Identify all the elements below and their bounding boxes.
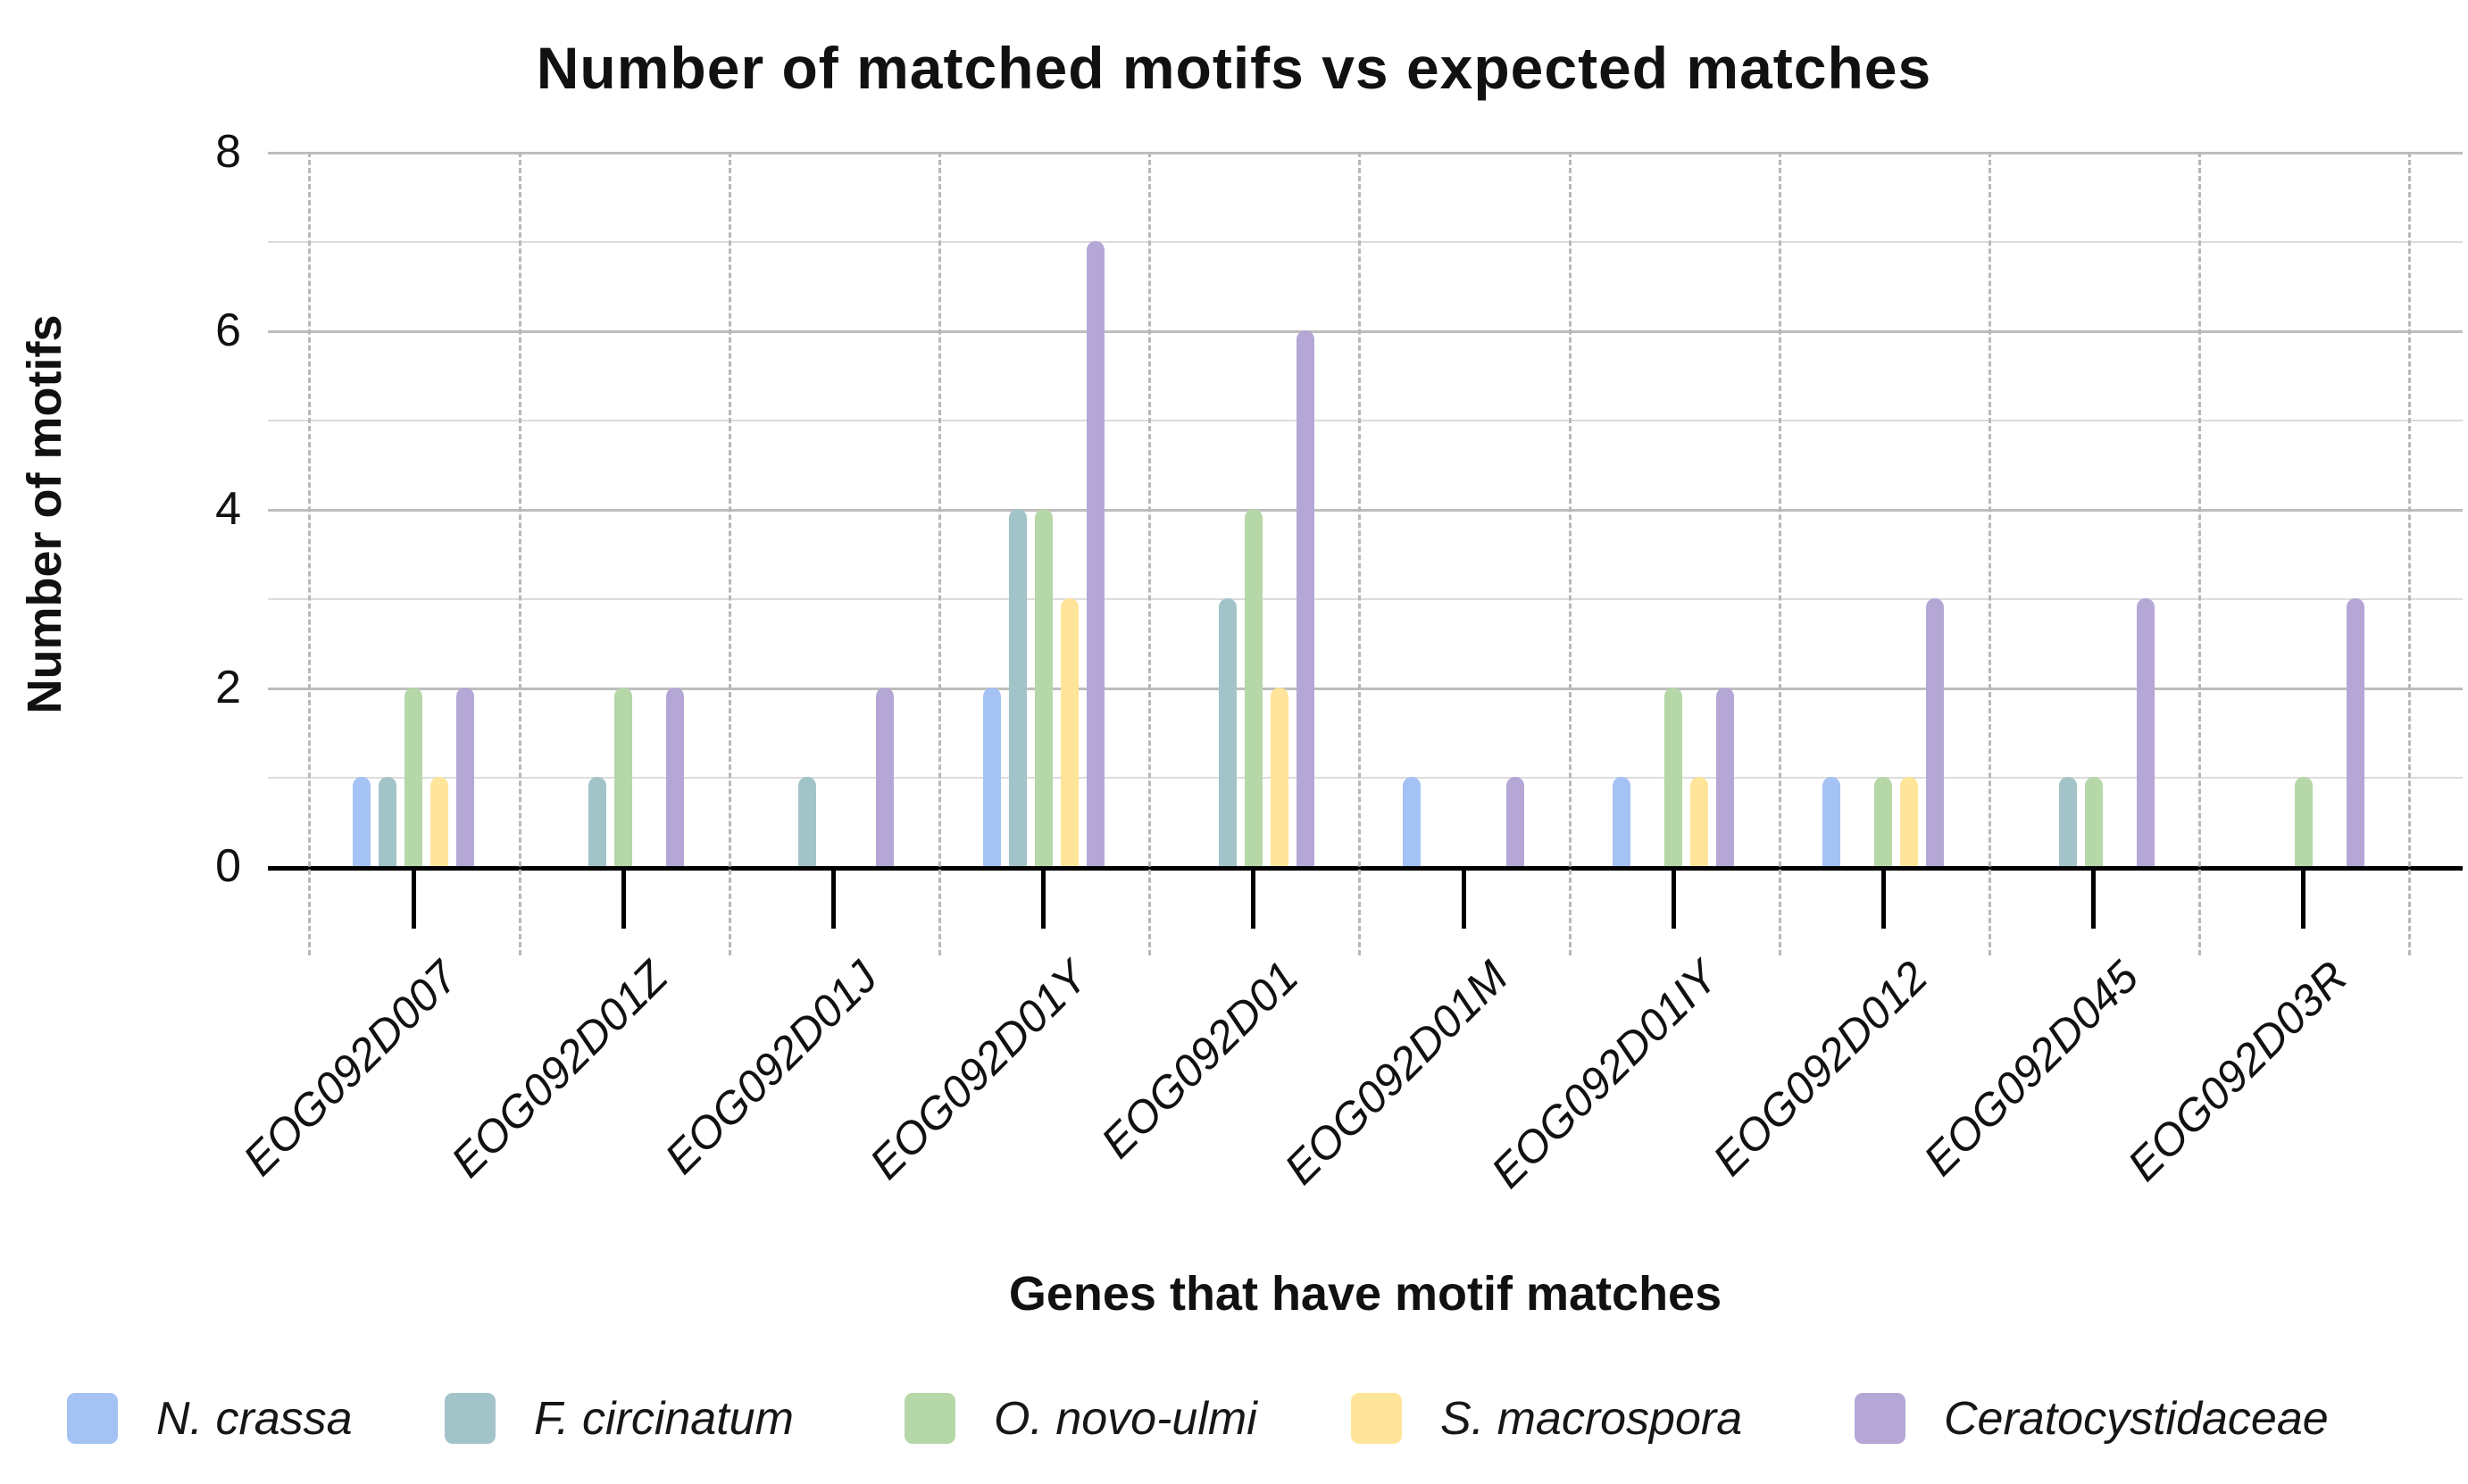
bar (404, 688, 422, 866)
x-axis-tick (1880, 866, 1886, 929)
x-tick-label: EOG092D01J (655, 951, 888, 1184)
bar (1060, 598, 1079, 866)
gridline-h-minor (268, 420, 2463, 421)
bar (1008, 509, 1027, 866)
bar (1613, 777, 1631, 866)
gridline-h-minor (268, 598, 2463, 600)
bar (353, 777, 371, 866)
bar (2084, 777, 2103, 866)
x-tick-label: EOG092D03R (2118, 951, 2358, 1191)
gridline-v-dashed (518, 152, 521, 955)
bar (1690, 777, 1709, 866)
bar (1403, 777, 1421, 866)
bar (1506, 777, 1524, 866)
y-tick-label: 8 (215, 126, 241, 178)
gridline-h-minor (268, 241, 2463, 243)
bar (876, 688, 895, 866)
x-tick-label: EOG092D01Y (860, 951, 1097, 1189)
y-axis-title: Number of motifs (18, 314, 71, 714)
x-axis-tick (1671, 866, 1676, 929)
gridline-v-dashed (728, 152, 731, 955)
chart-title: Number of matched motifs vs expected mat… (536, 35, 1932, 101)
x-axis-tick (2301, 866, 2306, 929)
x-axis-tick (1041, 866, 1046, 929)
gridline-v-dashed (1148, 152, 1152, 955)
x-tick-label: EOG092D01IY (1481, 951, 1728, 1198)
legend-swatch (905, 1393, 955, 1444)
bar (982, 688, 1001, 866)
bar (666, 688, 685, 866)
bar (1716, 688, 1735, 866)
bar (2136, 598, 2155, 866)
gridline-v-dashed (1989, 152, 1991, 955)
bar (2346, 598, 2364, 866)
gridline-h-major (268, 688, 2463, 690)
legend: N. crassa F. circinatum O. novo-ulmi S. mac… (0, 1393, 2468, 1484)
bar (1034, 509, 1053, 866)
legend-swatch (445, 1393, 496, 1444)
x-axis-tick (2091, 866, 2097, 929)
x-tick-label: EOG092D007 (233, 951, 468, 1186)
bar (614, 688, 633, 866)
y-tick-label: 4 (215, 483, 241, 535)
bar (1218, 598, 1237, 866)
gridline-v-dashed (938, 152, 941, 955)
legend-label: S. macrospora (1440, 1392, 1743, 1445)
gridline-v-dashed (1778, 152, 1781, 955)
bar (456, 688, 474, 866)
gridline-h-major (268, 330, 2463, 333)
bar (1664, 688, 1683, 866)
legend-swatch (67, 1393, 118, 1444)
bar (1270, 688, 1288, 866)
bar (2294, 777, 2313, 866)
x-tick-label: EOG092D012 (1704, 951, 1938, 1186)
gridline-v-dashed (1358, 152, 1362, 955)
x-axis-tick (1251, 866, 1256, 929)
gridline-h-major (268, 152, 2463, 154)
y-tick-label: 2 (215, 662, 241, 713)
gridline-v-dashed (1568, 152, 1572, 955)
bar (1086, 241, 1105, 866)
x-tick-label: EOG092D01 (1091, 951, 1308, 1168)
bar (588, 777, 607, 866)
bar (1822, 777, 1841, 866)
legend-swatch (1855, 1393, 1905, 1444)
bar (430, 777, 448, 866)
x-axis-tick (411, 866, 416, 929)
legend-label: Ceratocystidaceae (1944, 1392, 2329, 1445)
bar (1296, 330, 1314, 866)
legend-label: O. novo-ulmi (994, 1392, 1257, 1445)
bar (1900, 777, 1919, 866)
y-tick-label: 0 (215, 840, 241, 892)
plot-area: EOG092D007 EOG092D01Z EOG092D01J EOG092D01Y… (234, 152, 2463, 1197)
x-axis-tick (621, 866, 626, 929)
bar (798, 777, 817, 866)
y-tick-label: 6 (215, 304, 241, 356)
legend-label: F. circinatum (534, 1392, 794, 1445)
gridline-v-dashed (2198, 152, 2202, 955)
x-axis-tick (1461, 866, 1466, 929)
x-tick-label: EOG092D01Z (441, 951, 678, 1188)
x-axis-tick (830, 866, 836, 929)
legend-swatch (1351, 1393, 1402, 1444)
bar (1244, 509, 1263, 866)
x-axis-title: Genes that have motif matches (1008, 1267, 1722, 1321)
gridline-v-dashed (308, 152, 312, 955)
bar (1874, 777, 1893, 866)
bar (379, 777, 396, 866)
bar (1926, 598, 1945, 866)
legend-label: N. crassa (156, 1392, 353, 1445)
gridline-h-minor (268, 777, 2463, 779)
x-tick-label: EOG092D045 (1914, 951, 2147, 1186)
gridline-h-major (268, 509, 2463, 512)
x-tick-label: EOG092D01M (1274, 951, 1518, 1195)
bar (2058, 777, 2077, 866)
gridline-v-dashed (2408, 152, 2412, 955)
